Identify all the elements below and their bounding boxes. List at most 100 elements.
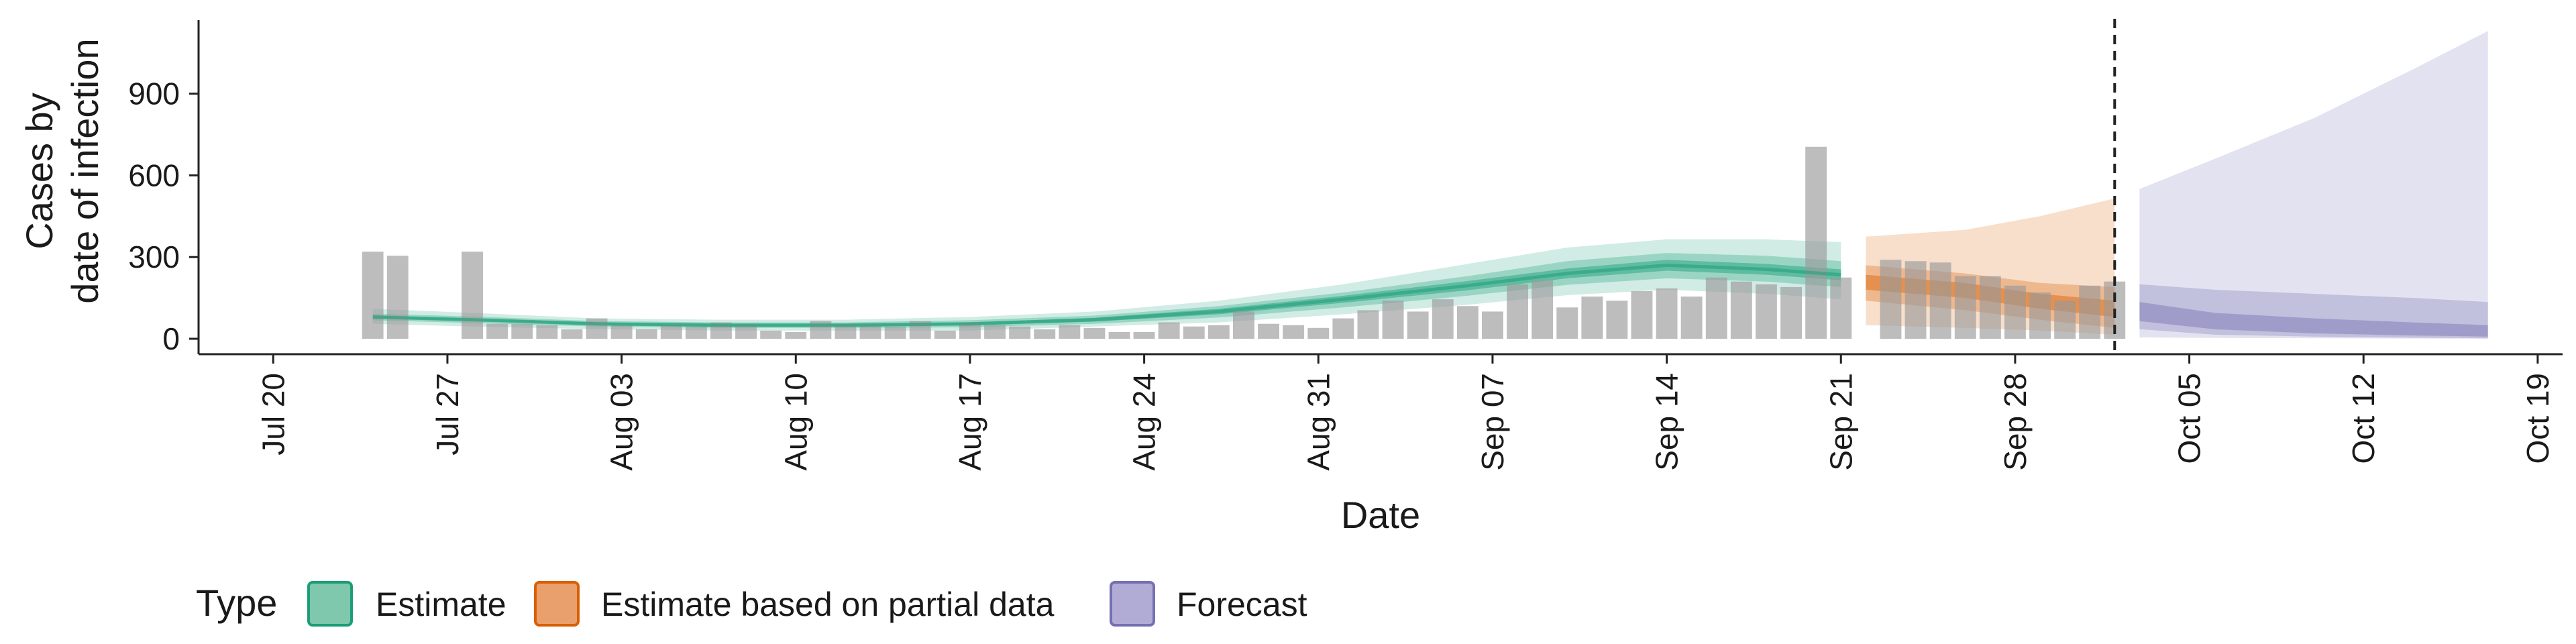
ribbons-layer — [372, 31, 2488, 339]
y-axis-ticks: 0 300 600 900 — [128, 76, 199, 356]
reported-case-bar — [1208, 325, 1230, 339]
reported-case-bar — [1034, 329, 1056, 339]
reported-case-bar — [1233, 311, 1254, 339]
legend-swatch-estimate — [307, 581, 353, 627]
x-tick-label: Jul 20 — [256, 373, 290, 455]
reported-case-bar — [859, 325, 881, 339]
reported-case-bar — [536, 325, 558, 339]
reported-case-bar — [1507, 284, 1528, 339]
reported-case-bar — [1680, 297, 1703, 339]
legend-title: Type — [196, 582, 277, 624]
reported-case-bar — [2054, 301, 2076, 339]
reported-case-bar — [1581, 297, 1603, 339]
reported-case-bar — [1133, 331, 1155, 339]
reported-case-bar — [1705, 277, 1727, 339]
reported-case-bar — [635, 329, 657, 339]
reported-case-bar — [1456, 306, 1479, 339]
x-tick-label: Jul 27 — [430, 373, 465, 455]
reported-case-bar — [2079, 285, 2101, 339]
reported-case-bar — [1780, 286, 1802, 339]
x-tick-label: Oct 19 — [2520, 373, 2555, 464]
x-tick-label: Oct 05 — [2172, 373, 2207, 464]
x-tick-label: Aug 03 — [604, 373, 639, 471]
x-tick-label: Oct 12 — [2346, 373, 2381, 464]
reported-case-bar — [586, 318, 608, 339]
x-tick-label: Sep 28 — [1998, 373, 2033, 471]
reported-case-bar — [934, 330, 956, 339]
y-tick-label: 0 — [162, 321, 180, 356]
reported-case-bar — [1108, 331, 1130, 339]
reported-case-bar — [1904, 261, 1927, 339]
reported-case-bar — [2004, 285, 2026, 339]
reported-case-bar — [1929, 262, 1951, 339]
legend: Type Estimate Estimate based on partial … — [196, 581, 1307, 627]
reported-case-bar — [1954, 276, 1976, 339]
x-axis-ticks: Jul 20 Jul 27 Aug 03 Aug 10 Aug 17 Aug 24 Aug … — [256, 354, 2555, 471]
ribbon-2-ci20 — [2139, 302, 2488, 337]
reported-case-bar — [1830, 277, 1852, 339]
reported-case-bar — [511, 323, 533, 339]
y-tick-label: 300 — [128, 239, 180, 274]
x-tick-label: Aug 24 — [1127, 373, 1162, 471]
reported-case-bar — [1382, 301, 1404, 339]
reported-case-bar — [1979, 276, 2001, 339]
y-tick-label: 900 — [128, 76, 180, 111]
x-tick-label: Aug 17 — [953, 373, 987, 471]
x-axis-title: Date — [1341, 494, 1420, 536]
reported-case-bar — [1332, 318, 1354, 339]
reported-case-bar — [1183, 326, 1205, 339]
y-axis-title-line2: date of infection — [64, 38, 106, 303]
reported-case-bar — [760, 330, 782, 339]
reported-case-bar — [362, 252, 384, 339]
legend-label-estimate: Estimate — [376, 586, 506, 623]
x-tick-label: Sep 07 — [1475, 373, 1510, 471]
reported-case-bar — [1556, 307, 1578, 339]
reported-case-bar — [486, 323, 508, 339]
reported-case-bar — [1482, 311, 1503, 339]
plot-area — [362, 19, 2488, 354]
legend-label-partial: Estimate based on partial data — [601, 586, 1055, 623]
reported-case-bar — [735, 323, 757, 339]
reported-case-bar — [1009, 326, 1031, 339]
y-tick-label: 600 — [128, 158, 180, 193]
reported-case-bar — [1880, 260, 1902, 339]
reported-case-bar — [1606, 301, 1628, 339]
median-layer — [372, 263, 1841, 327]
reported-case-bar — [1407, 311, 1429, 339]
reported-case-bar — [462, 252, 483, 339]
x-tick-label: Sep 14 — [1650, 373, 1684, 471]
median-line-0 — [372, 263, 1841, 327]
reported-case-bar — [610, 325, 633, 339]
bars-layer — [362, 146, 2126, 339]
reported-case-bar — [835, 323, 857, 339]
reported-case-bar — [685, 326, 707, 339]
reported-case-bar — [1805, 146, 1827, 339]
reported-case-bar — [1357, 310, 1379, 339]
reported-case-bar — [1158, 322, 1180, 339]
reported-case-bar — [1656, 288, 1678, 339]
x-tick-label: Aug 31 — [1301, 373, 1336, 471]
reported-case-bar — [1083, 327, 1106, 339]
reported-case-bar — [884, 326, 906, 339]
reported-case-bar — [984, 325, 1006, 339]
ribbon-1-ci90 — [1866, 198, 2115, 335]
reported-case-bar — [561, 329, 583, 339]
ribbon-2-ci50 — [2139, 284, 2488, 339]
reported-case-bar — [2029, 292, 2051, 339]
reported-case-bar — [785, 331, 807, 339]
legend-label-forecast: Forecast — [1177, 586, 1307, 623]
legend-swatch-forecast — [1110, 581, 1155, 627]
reported-case-bar — [1258, 323, 1279, 339]
reported-case-bar — [1432, 299, 1454, 339]
reported-case-bar — [1631, 291, 1653, 339]
reported-case-bar — [660, 325, 682, 339]
x-tick-label: Aug 10 — [778, 373, 813, 471]
reported-case-bar — [386, 256, 409, 339]
reported-case-bar — [1730, 281, 1752, 339]
reported-case-bar — [1532, 280, 1554, 339]
reported-case-bar — [1059, 325, 1081, 339]
reported-case-bar — [1756, 284, 1777, 339]
reported-case-bar — [1307, 327, 1330, 339]
ribbon-2-ci90 — [2139, 31, 2488, 339]
reported-case-bar — [1283, 325, 1305, 339]
